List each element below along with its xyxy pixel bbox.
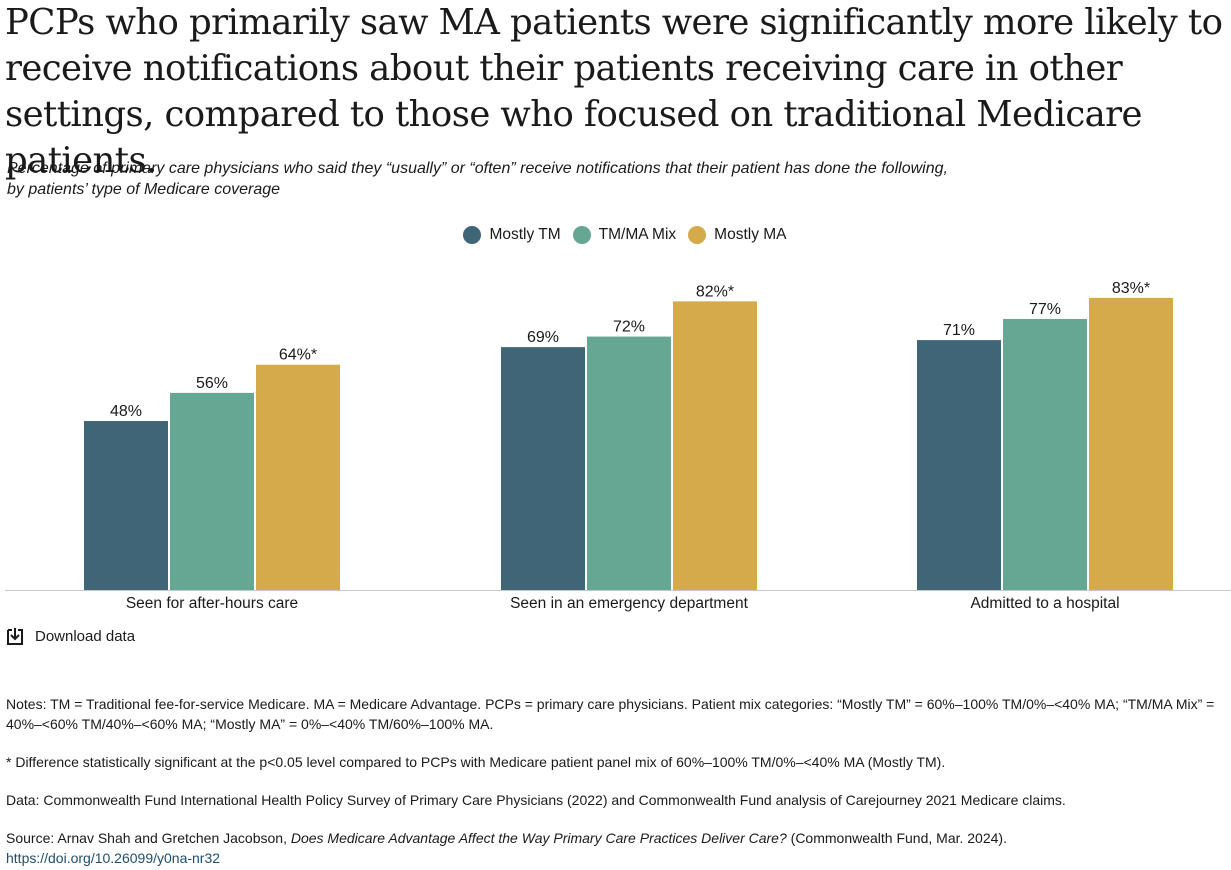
download-data-button[interactable]: Download data (5, 626, 135, 646)
significance-note: * Difference statistically significant a… (6, 754, 946, 770)
data-label-tm-ma-mix-seen-for-after-hours-care: 56% (196, 375, 228, 392)
legend-label-tm-ma-mix: TM/MA Mix (598, 226, 677, 243)
x-tick-label-admitted-to-a-hospital: Admitted to a hospital (970, 595, 1119, 612)
legend-item-tm-ma-mix[interactable]: TM/MA Mix (572, 224, 677, 246)
subtitle-line-1: Percentage of primary care physicians wh… (7, 160, 948, 177)
legend-label-mostly-ma: Mostly MA (714, 226, 787, 243)
doi-link[interactable]: https://doi.org/10.26099/y0na-nr32 (6, 850, 221, 866)
bar-mostly-ma-seen-in-an-emergency-department[interactable] (673, 301, 757, 590)
data-label-mostly-tm-admitted-to-a-hospital: 71% (943, 322, 975, 339)
source-suffix: (Commonwealth Fund, Mar. 2024). (786, 830, 1007, 846)
bar-tm-ma-mix-seen-in-an-emergency-department[interactable] (587, 336, 671, 590)
legend-swatch-tm-ma-mix (572, 226, 591, 244)
legend-label-mostly-tm: Mostly TM (489, 226, 561, 243)
x-tick-label-seen-in-an-emergency-department: Seen in an emergency department (510, 595, 749, 612)
data-label-mostly-ma-seen-in-an-emergency-department: 82%* (696, 283, 734, 300)
bar-mostly-ma-admitted-to-a-hospital[interactable] (1089, 297, 1173, 590)
bar-tm-ma-mix-admitted-to-a-hospital[interactable] (1003, 318, 1087, 590)
data-note: Data: Commonwealth Fund International He… (6, 792, 1066, 808)
bar-chart: 48% 56% 64%* Seen for after-hours care 69% 72… (5, 280, 1231, 612)
data-label-tm-ma-mix-seen-in-an-emergency-department: 72% (613, 319, 645, 336)
legend-item-mostly-ma[interactable]: Mostly MA (688, 224, 787, 246)
source-note: Source: Arnav Shah and Gretchen Jacobson… (6, 828, 1228, 868)
bar-mostly-tm-seen-in-an-emergency-department[interactable] (501, 347, 585, 590)
chart-legend: Mostly TM TM/MA Mix Mostly MA (0, 224, 1231, 246)
chart-subtitle: Percentage of primary care physicians wh… (7, 158, 1107, 200)
x-tick-label-seen-for-after-hours-care: Seen for after-hours care (126, 595, 298, 612)
data-label-mostly-tm-seen-in-an-emergency-department: 69% (527, 329, 559, 346)
legend-swatch-mostly-tm (463, 226, 482, 244)
legend-swatch-mostly-ma (688, 226, 707, 244)
source-prefix: Source: Arnav Shah and Gretchen Jacobson… (6, 830, 291, 846)
data-label-tm-ma-mix-admitted-to-a-hospital: 77% (1029, 301, 1061, 318)
bar-tm-ma-mix-seen-for-after-hours-care[interactable] (170, 392, 254, 590)
data-label-mostly-tm-seen-for-after-hours-care: 48% (110, 403, 142, 420)
data-label-mostly-ma-seen-for-after-hours-care: 64%* (279, 347, 317, 364)
subtitle-line-2: by patients’ type of Medicare coverage (7, 181, 281, 198)
bar-mostly-tm-admitted-to-a-hospital[interactable] (917, 340, 1001, 590)
download-icon (7, 628, 23, 645)
legend-item-mostly-tm[interactable]: Mostly TM (463, 224, 561, 246)
download-data-label: Download data (35, 627, 136, 645)
notes-text: Notes: TM = Traditional fee-for-service … (6, 696, 1215, 732)
data-label-mostly-ma-admitted-to-a-hospital: 83%* (1112, 280, 1150, 297)
chart-notes: Notes: TM = Traditional fee-for-service … (6, 694, 1228, 868)
chart-title: PCPs who primarily saw MA patients were … (5, 2, 1223, 181)
source-title: Does Medicare Advantage Affect the Way P… (290, 830, 787, 846)
bar-mostly-tm-seen-for-after-hours-care[interactable] (84, 421, 168, 590)
bar-mostly-ma-seen-for-after-hours-care[interactable] (256, 364, 340, 590)
